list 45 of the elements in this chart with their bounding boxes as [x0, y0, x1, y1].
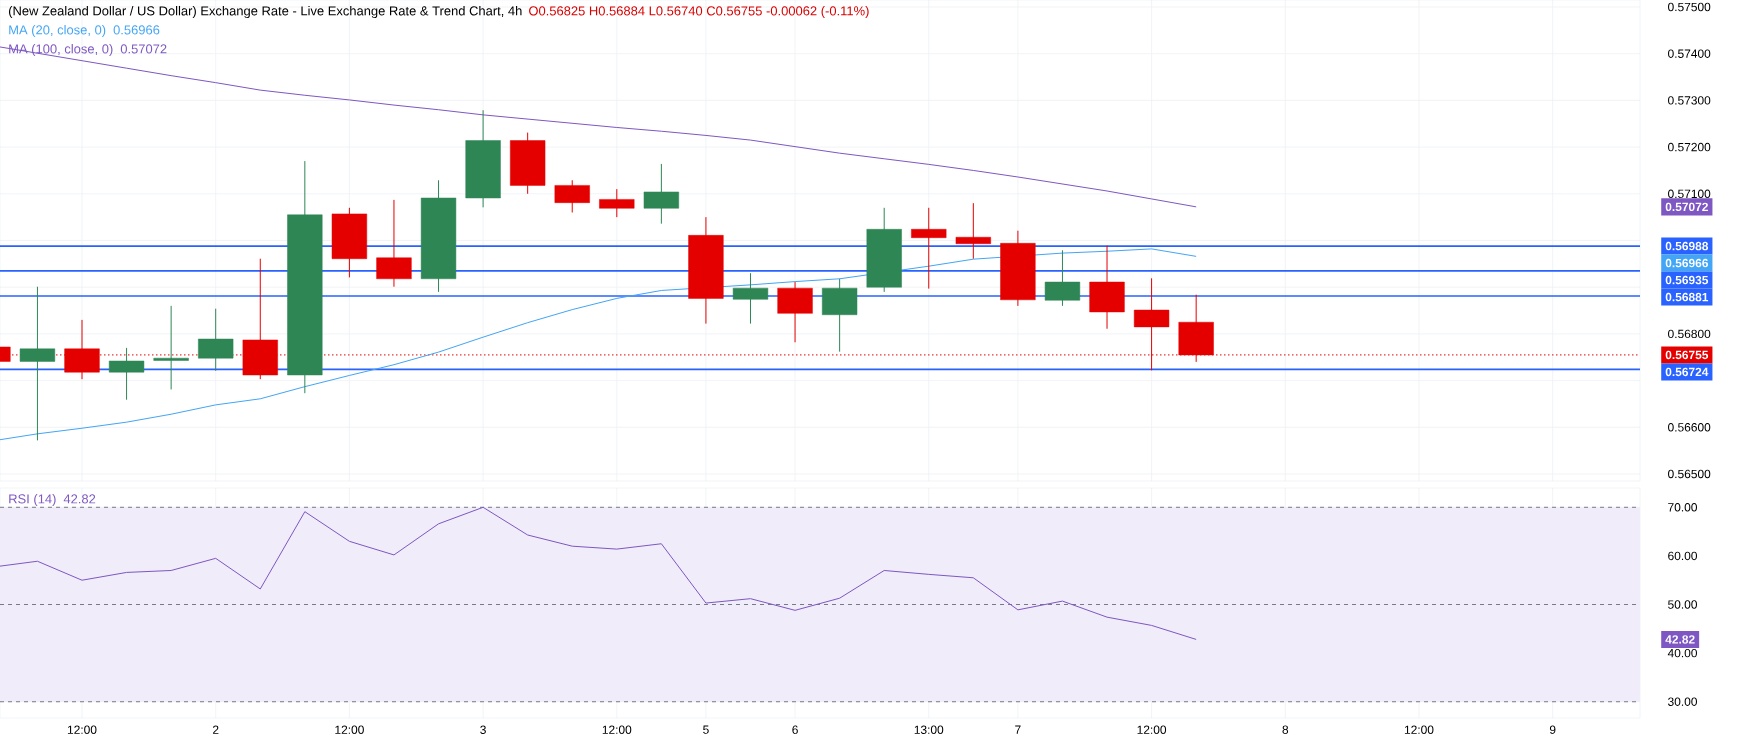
x-tick-label: 12:00: [335, 725, 364, 734]
y-tick-label: 60.00: [1668, 551, 1698, 561]
x-tick-label: 12:00: [1137, 725, 1167, 734]
text: MA (20, close, 0): [9, 24, 106, 38]
x-tick-label: 6: [792, 725, 798, 734]
chart-title: (New Zealand Dollar / US Dollar) Exchange Rate - Live Exchange Rate & Trend Chart, 4h: [9, 5, 522, 19]
x-tick-label: 12:00: [1404, 725, 1434, 734]
y-tick-label: 0.57500: [1668, 2, 1711, 12]
text: 42.82: [1665, 635, 1695, 644]
y-tick-label: 70.00: [1668, 503, 1698, 512]
y-tick-label: 0.56800: [1668, 329, 1711, 339]
y-tick-label: 0.57400: [1668, 49, 1711, 58]
x-tick-label: 7: [1015, 725, 1021, 734]
x-tick-label: 8: [1282, 725, 1289, 734]
x-tick-label: 12:00: [602, 725, 632, 734]
x-tick-label: 9: [1549, 725, 1556, 734]
candlestick: [153, 305, 189, 390]
x-tick-label: 3: [480, 725, 486, 734]
annotation: 0.57072: [120, 44, 167, 54]
annotation: 42.82: [63, 494, 96, 504]
x-tick-label: 5: [703, 725, 709, 734]
y-tick-label: 0.56500: [1668, 469, 1711, 479]
y-tick-label: 0.57300: [1668, 96, 1711, 105]
y-tick-label: 30.00: [1668, 697, 1698, 706]
ref-line-label: 0.56724: [1665, 367, 1709, 377]
x-tick-label: 12:00: [67, 725, 97, 734]
annotation: O0.56825 H0.56884 L0.56740 C0.56755 -0.00062 (-0.11%): [529, 5, 869, 19]
x-tick-label: 13:00: [914, 725, 944, 734]
y-tick-label: 40.00: [1667, 648, 1698, 658]
candlestick: [955, 202, 991, 260]
y-tick-label: 50.00: [1668, 600, 1698, 609]
ref-line-label: 0.56935: [1665, 275, 1709, 285]
text: 0.57072: [1665, 202, 1708, 212]
y-tick-label: 0.56600: [1668, 423, 1711, 432]
ref-line-label: 0.56755: [1665, 350, 1709, 360]
text: RSI (14): [9, 493, 56, 507]
y-tick-label: 0.57200: [1668, 142, 1711, 152]
ref-line-label: 0.56988: [1665, 241, 1709, 251]
ref-line-label: 0.56881: [1665, 292, 1709, 302]
y-tick-label: 0.57100: [1668, 189, 1711, 199]
annotation: 0.56966: [113, 25, 160, 35]
text: 0.56966: [1665, 258, 1708, 268]
x-tick-label: 2: [212, 725, 219, 734]
candlestick: [19, 286, 56, 441]
candlestick: [911, 207, 947, 290]
